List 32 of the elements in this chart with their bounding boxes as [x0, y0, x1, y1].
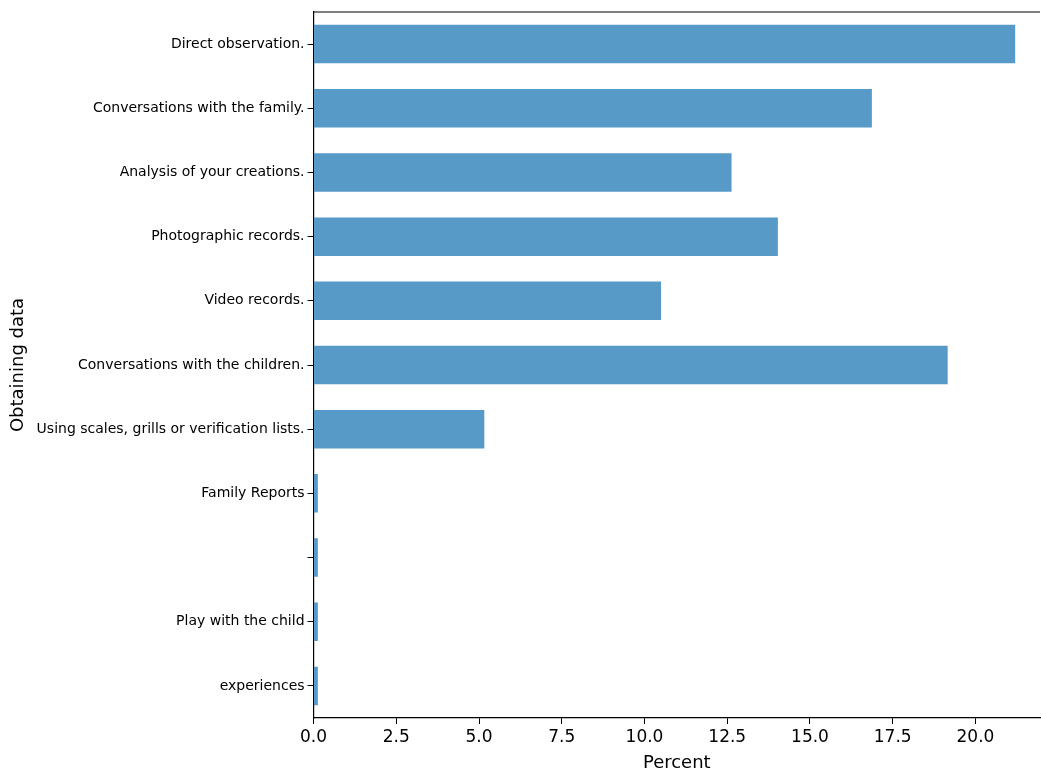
x-tick-label: 10.0 [625, 725, 664, 746]
bar [314, 24, 1016, 64]
y-tick-label: Video records. [204, 291, 305, 308]
x-tick-label: 20.0 [956, 725, 995, 746]
bar [314, 474, 318, 513]
x-tick-label: 12.5 [708, 725, 747, 746]
y-tick-label: experiences [219, 676, 305, 693]
bar [314, 602, 318, 641]
y-tick-label: Family Reports [201, 484, 305, 500]
bar [314, 89, 872, 128]
bar [314, 281, 662, 321]
x-tick-label: 17.5 [873, 725, 912, 746]
x-tick-label: 15.0 [791, 725, 829, 746]
bar [314, 153, 732, 192]
y-tick-label: Using scales, grills or verification lists. [36, 419, 305, 436]
bar [314, 345, 948, 385]
x-tick-label: 2.5 [382, 725, 410, 746]
y-tick-label: Conversations with the family. [93, 98, 305, 115]
bar [314, 666, 318, 706]
bar [314, 217, 778, 256]
bar [314, 409, 485, 449]
y-tick-label: Direct observation. [170, 34, 305, 51]
y-tick-label: Conversations with the children. [78, 355, 305, 372]
y-tick-label: Play with the child [176, 612, 305, 629]
y-axis-title: Obtaining data [6, 297, 28, 433]
x-tick-label: 0.0 [300, 725, 328, 746]
x-tick-label: 7.5 [548, 725, 576, 746]
x-tick-label: 5.0 [465, 725, 493, 746]
y-tick-label: Analysis of your creations. [119, 163, 305, 180]
bar [314, 538, 318, 577]
y-tick-label: Photographic records. [151, 227, 305, 244]
x-axis-title: Percent [642, 750, 711, 772]
